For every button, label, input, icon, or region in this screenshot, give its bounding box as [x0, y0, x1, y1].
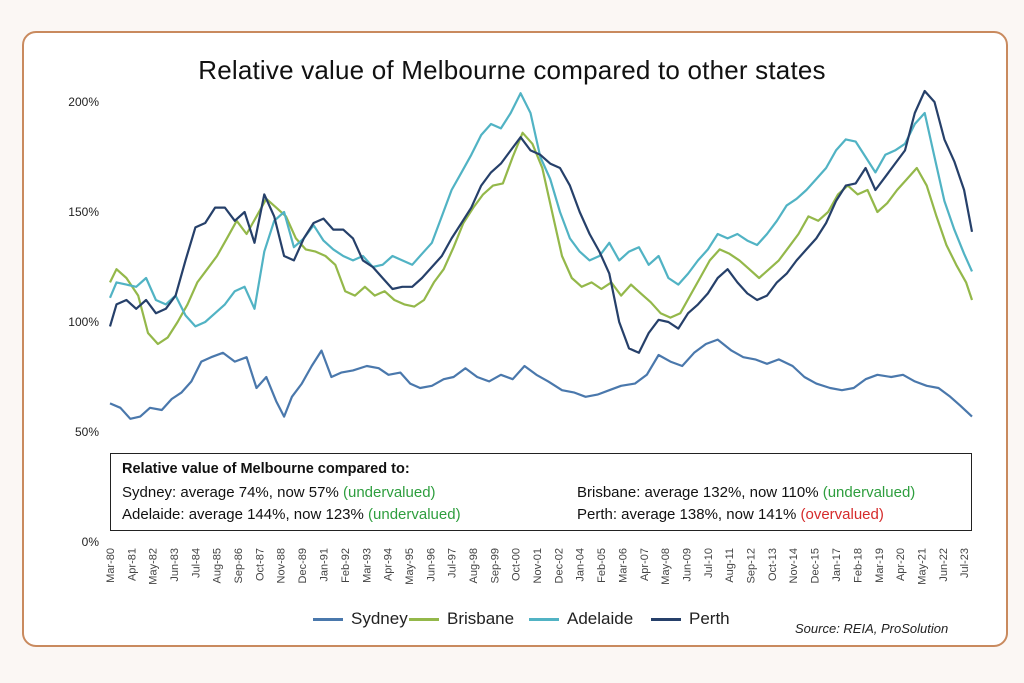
x-tick-label: May-08: [660, 548, 672, 585]
legend-item-sydney: Sydney: [313, 609, 408, 629]
legend-label-adelaide: Adelaide: [567, 609, 634, 628]
x-tick-label: Nov-14: [788, 548, 800, 583]
chart-card: [22, 31, 1008, 647]
summary-box: Relative value of Melbourne compared to:…: [110, 453, 972, 531]
legend-swatch-sydney: [313, 617, 343, 621]
x-tick-label: Oct-87: [254, 548, 266, 581]
series-line-perth: [108, 89, 974, 354]
x-tick-label: Jul-84: [190, 548, 202, 578]
x-tick-label: Feb-05: [596, 548, 608, 583]
x-tick-label: Jun-83: [169, 548, 181, 582]
summary-brisbane-text: Brisbane: average 132%, now 110%: [577, 484, 819, 501]
x-tick-label: Mar-19: [874, 548, 886, 583]
summary-brisbane-status: (undervalued): [822, 484, 916, 501]
series-line-adelaide: [108, 92, 974, 328]
x-tick-label: Apr-94: [383, 548, 395, 581]
summary-sydney-status: (undervalued): [342, 484, 436, 501]
x-tick-label: Sep-99: [489, 548, 501, 583]
x-tick-label: Mar-80: [105, 548, 117, 583]
legend-swatch-perth: [651, 617, 681, 621]
x-tick-label: Aug-85: [212, 548, 224, 583]
x-tick-label: Jul-10: [703, 548, 715, 578]
y-tick-label: 50%: [75, 425, 99, 439]
x-tick-label: Jul-97: [447, 548, 459, 578]
chart-title: Relative value of Melbourne compared to …: [198, 55, 826, 85]
y-tick-label: 0%: [82, 535, 100, 549]
summary-perth-text: Perth: average 138%, now 141%: [577, 506, 797, 523]
x-tick-label: May-82: [148, 548, 160, 585]
x-tick-label: Oct-00: [511, 548, 523, 581]
x-tick-label: Nov-01: [532, 548, 544, 583]
y-tick-label: 200%: [68, 95, 99, 109]
summary-adelaide-text: Adelaide: average 144%, now 123%: [122, 506, 364, 523]
x-tick-label: Aug-11: [724, 548, 736, 583]
x-tick-label: Jun-09: [682, 548, 694, 582]
x-tick-label: Feb-92: [340, 548, 352, 583]
legend-item-brisbane: Brisbane: [409, 609, 514, 629]
x-axis: Mar-80 Apr-81 May-82 Jun-83 Jul-84 Aug-85 Sep-…: [105, 548, 971, 585]
x-tick-label: Sep-86: [233, 548, 245, 583]
y-tick-label: 100%: [68, 315, 99, 329]
chart-legend: Sydney Brisbane Adelaide Perth: [0, 609, 1024, 633]
summary-brisbane: Brisbane: average 132%, now 110% (underv…: [577, 484, 915, 501]
x-tick-label: Sep-12: [746, 548, 758, 583]
summary-perth: Perth: average 138%, now 141% (overvalue…: [577, 506, 884, 523]
summary-heading: Relative value of Melbourne compared to:: [122, 461, 410, 477]
summary-adelaide-status: (undervalued): [368, 506, 461, 523]
x-tick-label: Dec-89: [297, 548, 309, 583]
series-line-sydney: [109, 338, 973, 420]
x-tick-label: May-21: [916, 548, 928, 585]
x-tick-label: May-95: [404, 548, 416, 585]
x-tick-label: Jul-23: [959, 548, 971, 578]
x-tick-label: Oct-13: [767, 548, 779, 581]
legend-item-perth: Perth: [651, 609, 730, 629]
series-line-brisbane: [109, 131, 974, 346]
x-tick-label: Dec-02: [553, 548, 565, 583]
x-tick-label: Dec-15: [810, 548, 822, 583]
x-tick-label: Aug-98: [468, 548, 480, 583]
x-tick-label: Jan-17: [831, 548, 843, 582]
summary-perth-status: (overvalued): [800, 506, 884, 523]
x-tick-label: Apr-20: [895, 548, 907, 581]
y-axis: 0% 50% 100% 150% 200%: [68, 95, 99, 549]
legend-label-perth: Perth: [689, 609, 730, 628]
legend-item-adelaide: Adelaide: [529, 609, 633, 629]
x-tick-label: Apr-07: [639, 548, 651, 581]
x-tick-label: Jun-96: [425, 548, 437, 582]
summary-sydney-text: Sydney: average 74%, now 57%: [122, 484, 339, 501]
legend-label-brisbane: Brisbane: [447, 609, 515, 628]
x-tick-label: Mar-06: [618, 548, 630, 583]
x-tick-label: Jan-91: [318, 548, 330, 582]
summary-adelaide: Adelaide: average 144%, now 123% (underv…: [122, 506, 461, 523]
legend-swatch-adelaide: [529, 617, 559, 621]
x-tick-label: Mar-93: [361, 548, 373, 583]
x-tick-label: Jan-04: [575, 548, 587, 582]
series-lines: [108, 89, 974, 420]
x-tick-label: Jun-22: [938, 548, 950, 582]
summary-sydney: Sydney: average 74%, now 57% (undervalue…: [122, 484, 436, 501]
x-tick-label: Feb-18: [852, 548, 864, 583]
x-tick-label: Nov-88: [276, 548, 288, 583]
legend-swatch-brisbane: [409, 617, 439, 621]
legend-label-sydney: Sydney: [351, 609, 408, 628]
source-note: Source: REIA, ProSolution: [795, 621, 949, 636]
x-tick-label: Apr-81: [126, 548, 138, 581]
y-tick-label: 150%: [68, 205, 99, 219]
